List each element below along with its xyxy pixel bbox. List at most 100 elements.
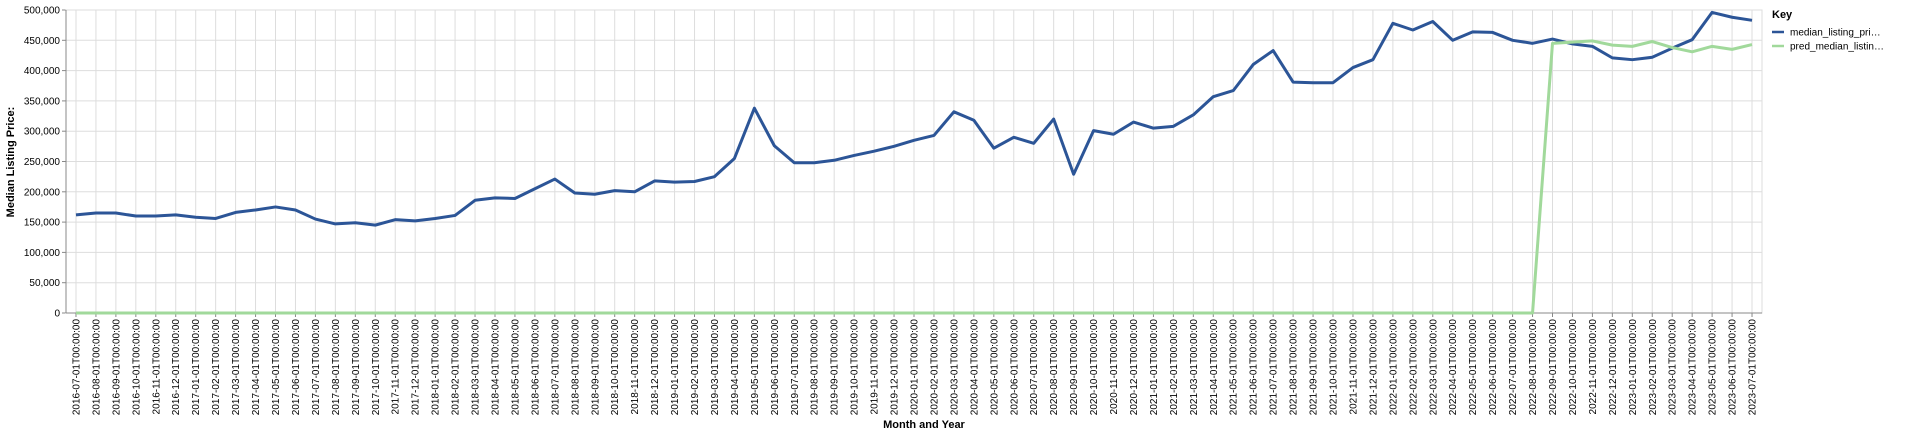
x-tick-label: 2016-11-01T00:00:00: [151, 319, 162, 415]
series-line: [75, 39, 1753, 315]
x-tick-label: 2018-04-01T00:00:00: [490, 319, 501, 416]
x-tick-label: 2017-11-01T00:00:00: [391, 319, 402, 415]
x-tick-label: 2022-06-01T00:00:00: [1488, 319, 1499, 416]
x-tick-label: 2016-08-01T00:00:00: [91, 319, 102, 416]
x-tick-label: 2017-03-01T00:00:00: [231, 319, 242, 416]
y-tick-label: 150,000: [24, 218, 61, 229]
x-tick-label: 2022-03-01T00:00:00: [1428, 319, 1439, 416]
y-tick-label: 300,000: [24, 127, 61, 138]
x-tick-label: 2018-11-01T00:00:00: [630, 319, 641, 415]
y-tick-label: 50,000: [29, 278, 60, 289]
x-tick-label: 2017-07-01T00:00:00: [311, 319, 322, 416]
x-tick-label: 2022-04-01T00:00:00: [1448, 319, 1459, 416]
x-tick-label: 2018-10-01T00:00:00: [610, 319, 621, 416]
x-tick-label: 2021-05-01T00:00:00: [1229, 319, 1240, 416]
x-tick-label: 2018-09-01T00:00:00: [590, 319, 601, 416]
x-tick-label: 2019-10-01T00:00:00: [850, 319, 861, 416]
x-tick-label: 2017-05-01T00:00:00: [271, 319, 282, 416]
x-tick-label: 2018-05-01T00:00:00: [510, 319, 521, 416]
x-tick-label: 2018-01-01T00:00:00: [431, 319, 442, 416]
x-tick-label: 2017-01-01T00:00:00: [191, 319, 202, 416]
x-tick-label: 2020-01-01T00:00:00: [910, 319, 921, 416]
x-tick-label: 2017-08-01T00:00:00: [331, 319, 342, 416]
series-line: [75, 10, 1753, 227]
x-tick-label: 2020-08-01T00:00:00: [1049, 319, 1060, 416]
x-tick-label: 2020-03-01T00:00:00: [949, 319, 960, 416]
y-axis-title: Median Listing Price:: [5, 107, 17, 218]
x-tick-label: 2022-07-01T00:00:00: [1508, 319, 1519, 416]
x-tick-label: 2020-02-01T00:00:00: [929, 319, 940, 416]
x-tick-label: 2021-08-01T00:00:00: [1289, 319, 1300, 416]
x-tick-label: 2021-06-01T00:00:00: [1249, 319, 1260, 416]
x-tick-label: 2017-10-01T00:00:00: [371, 319, 382, 416]
x-tick-label: 2021-01-01T00:00:00: [1149, 319, 1160, 416]
x-tick-label: 2019-02-01T00:00:00: [690, 319, 701, 416]
x-tick-label: 2021-11-01T00:00:00: [1348, 319, 1359, 415]
x-tick-label: 2022-08-01T00:00:00: [1528, 319, 1539, 416]
legend-title: Key: [1772, 9, 1793, 21]
x-tick-label: 2017-12-01T00:00:00: [411, 319, 422, 416]
legend-label: pred_median_listin…: [1790, 42, 1884, 53]
x-tick-label: 2016-12-01T00:00:00: [171, 319, 182, 416]
x-tick-label: 2019-09-01T00:00:00: [830, 319, 841, 416]
y-tick-label: 250,000: [24, 157, 61, 168]
x-tick-label: 2019-05-01T00:00:00: [750, 319, 761, 416]
x-tick-label: 2023-07-01T00:00:00: [1748, 319, 1759, 416]
x-tick-label: 2018-03-01T00:00:00: [471, 319, 482, 416]
x-tick-label: 2021-12-01T00:00:00: [1368, 319, 1379, 416]
x-tick-label: 2019-08-01T00:00:00: [810, 319, 821, 416]
x-axis-title: Month and Year: [883, 419, 965, 431]
x-tick-label: 2018-12-01T00:00:00: [650, 319, 661, 416]
x-tick-label: 2016-07-01T00:00:00: [71, 319, 82, 416]
y-tick-label: 200,000: [24, 187, 61, 198]
x-tick-label: 2023-05-01T00:00:00: [1708, 319, 1719, 416]
x-tick-label: 2018-06-01T00:00:00: [530, 319, 541, 416]
x-tick-label: 2017-09-01T00:00:00: [351, 319, 362, 416]
x-tick-label: 2022-02-01T00:00:00: [1408, 319, 1419, 416]
legend-label: median_listing_pri…: [1790, 28, 1881, 39]
x-tick-label: 2021-03-01T00:00:00: [1189, 319, 1200, 416]
x-tick-label: 2022-09-01T00:00:00: [1548, 319, 1559, 416]
x-tick-label: 2022-12-01T00:00:00: [1608, 319, 1619, 416]
x-tick-label: 2020-09-01T00:00:00: [1069, 319, 1080, 416]
y-tick-label: 100,000: [24, 248, 61, 259]
x-tick-label: 2019-03-01T00:00:00: [710, 319, 721, 416]
x-tick-label: 2019-06-01T00:00:00: [770, 319, 781, 416]
y-tick-label: 450,000: [24, 36, 61, 47]
x-tick-label: 2016-09-01T00:00:00: [111, 319, 122, 416]
x-tick-label: 2023-06-01T00:00:00: [1728, 319, 1739, 416]
x-tick-label: 2020-07-01T00:00:00: [1029, 319, 1040, 416]
x-tick-label: 2022-01-01T00:00:00: [1388, 319, 1399, 416]
x-tick-label: 2020-12-01T00:00:00: [1129, 319, 1140, 416]
x-tick-label: 2019-12-01T00:00:00: [890, 319, 901, 416]
x-tick-label: 2023-01-01T00:00:00: [1628, 319, 1639, 416]
y-tick-label: 350,000: [24, 96, 61, 107]
x-tick-label: 2021-02-01T00:00:00: [1169, 319, 1180, 416]
x-tick-label: 2020-04-01T00:00:00: [969, 319, 980, 416]
x-tick-label: 2021-10-01T00:00:00: [1329, 319, 1340, 416]
x-tick-label: 2016-10-01T00:00:00: [131, 319, 142, 416]
x-tick-label: 2021-07-01T00:00:00: [1269, 319, 1280, 416]
x-tick-label: 2020-05-01T00:00:00: [989, 319, 1000, 416]
x-tick-label: 2019-01-01T00:00:00: [670, 319, 681, 416]
y-tick-label: 500,000: [24, 6, 61, 17]
x-tick-label: 2023-03-01T00:00:00: [1668, 319, 1679, 416]
x-tick-label: 2022-11-01T00:00:00: [1588, 319, 1599, 415]
x-tick-label: 2019-11-01T00:00:00: [870, 319, 881, 415]
x-tick-label: 2018-08-01T00:00:00: [570, 319, 581, 416]
x-tick-label: 2017-02-01T00:00:00: [211, 319, 222, 416]
x-tick-label: 2021-04-01T00:00:00: [1209, 319, 1220, 416]
x-tick-label: 2020-11-01T00:00:00: [1109, 319, 1120, 415]
x-tick-label: 2020-10-01T00:00:00: [1089, 319, 1100, 416]
x-tick-label: 2018-02-01T00:00:00: [451, 319, 462, 416]
x-tick-label: 2017-04-01T00:00:00: [251, 319, 262, 416]
x-tick-label: 2023-02-01T00:00:00: [1648, 319, 1659, 416]
x-tick-label: 2018-07-01T00:00:00: [550, 319, 561, 416]
x-tick-label: 2019-04-01T00:00:00: [730, 319, 741, 416]
x-tick-label: 2023-04-01T00:00:00: [1688, 319, 1699, 416]
x-tick-label: 2020-06-01T00:00:00: [1009, 319, 1020, 416]
y-tick-label: 400,000: [24, 66, 61, 77]
x-tick-label: 2019-07-01T00:00:00: [790, 319, 801, 416]
x-tick-label: 2017-06-01T00:00:00: [291, 319, 302, 416]
